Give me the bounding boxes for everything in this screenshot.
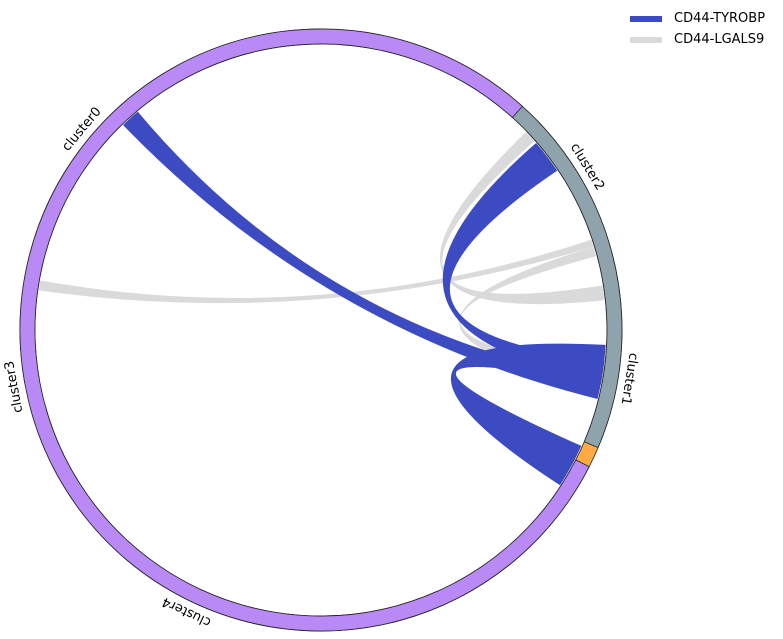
link-cd44-tyrobp-cluster1-cluster3 bbox=[442, 143, 605, 380]
legend-label-tyrobp: CD44-TYROBP bbox=[674, 11, 766, 26]
legend-item-lgals9: CD44-LGALS9 bbox=[630, 29, 765, 50]
legend-swatch-tyrobp bbox=[630, 15, 662, 22]
links-layer bbox=[38, 111, 606, 486]
segments-layer bbox=[19, 28, 623, 632]
legend-swatch-lgals9 bbox=[630, 36, 662, 43]
segment-cluster3 bbox=[19, 28, 590, 632]
link-cd44-lgals9-cluster1-cluster2 bbox=[439, 132, 605, 305]
legend: CD44-TYROBP CD44-LGALS9 bbox=[630, 8, 765, 50]
link-cd44-tyrobp-cluster1-cluster2 bbox=[450, 343, 606, 486]
legend-item-tyrobp: CD44-TYROBP bbox=[630, 8, 765, 29]
segment-label-cluster1: cluster1 bbox=[618, 352, 641, 406]
legend-label-lgals9: CD44-LGALS9 bbox=[674, 32, 765, 47]
link-cd44-lgals9-cluster1-cluster0 bbox=[38, 239, 594, 304]
